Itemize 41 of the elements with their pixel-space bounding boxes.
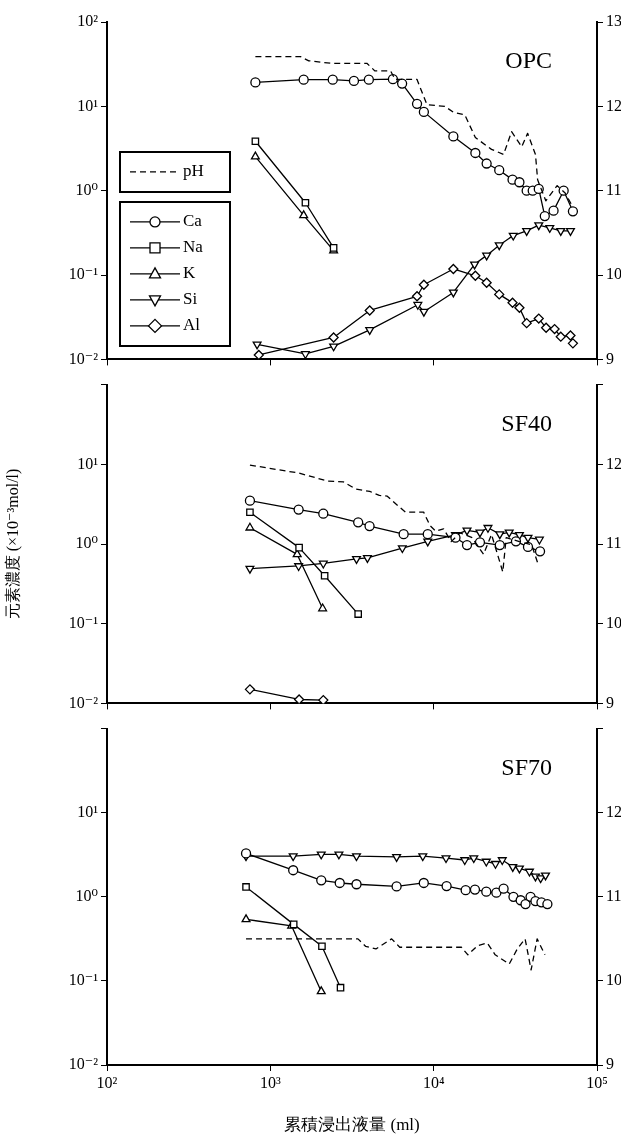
x-tick-label: 10³ bbox=[259, 1073, 281, 1091]
y2-tick-label: 10 bbox=[606, 265, 621, 283]
y-tick-label: 10⁻² bbox=[68, 349, 99, 367]
annotation: SF70 bbox=[501, 753, 552, 780]
y2-tick-label: 9 bbox=[606, 1055, 614, 1073]
y-tick-label: 10¹ bbox=[77, 454, 99, 472]
y2-tick-label: 10 bbox=[606, 971, 621, 989]
y2-tick-label: 11 bbox=[606, 180, 621, 198]
y-tick-label: 10⁻¹ bbox=[68, 613, 99, 631]
y-tick-label: 10⁻¹ bbox=[68, 265, 99, 283]
y-tick-label: 10⁰ bbox=[75, 887, 98, 904]
y2-tick-label: 12 bbox=[606, 454, 621, 472]
x-axis-title: 累積浸出液量 (ml) bbox=[284, 1115, 420, 1135]
x-tick-label: 10² bbox=[96, 1073, 118, 1091]
legend-label: Ca bbox=[183, 211, 203, 231]
legend-label: Al bbox=[183, 315, 201, 335]
y2-tick-label: 13 bbox=[606, 12, 621, 30]
y-tick-label: 10² bbox=[77, 12, 99, 30]
x-tick-label: 10⁵ bbox=[586, 1073, 608, 1091]
y-tick-label: 10⁻² bbox=[68, 693, 99, 711]
y-axis-title: 元素濃度 (×10⁻³mol/l) bbox=[3, 468, 22, 620]
y-tick-label: 10⁻¹ bbox=[68, 971, 99, 989]
annotation: SF40 bbox=[501, 409, 552, 436]
legend-label: Na bbox=[183, 237, 204, 257]
x-tick-label: 10⁴ bbox=[422, 1073, 445, 1091]
y-tick-label: 10⁻² bbox=[68, 1055, 99, 1073]
y2-tick-label: 12 bbox=[606, 96, 621, 114]
legend-label: Si bbox=[183, 289, 198, 309]
y-tick-label: 10¹ bbox=[77, 96, 99, 114]
y-tick-label: 10¹ bbox=[77, 802, 99, 820]
annotation: OPC bbox=[505, 47, 552, 74]
y2-tick-label: 12 bbox=[606, 802, 621, 820]
legend-label: pH bbox=[183, 161, 204, 181]
legend-label: K bbox=[183, 263, 196, 283]
y2-tick-label: 11 bbox=[606, 534, 621, 552]
y2-tick-label: 9 bbox=[606, 693, 614, 711]
y2-tick-label: 9 bbox=[606, 349, 614, 367]
y-tick-label: 10⁰ bbox=[75, 534, 98, 552]
y-tick-label: 10⁰ bbox=[75, 180, 98, 198]
y2-tick-label: 11 bbox=[606, 887, 621, 904]
y2-tick-label: 10 bbox=[606, 613, 621, 631]
